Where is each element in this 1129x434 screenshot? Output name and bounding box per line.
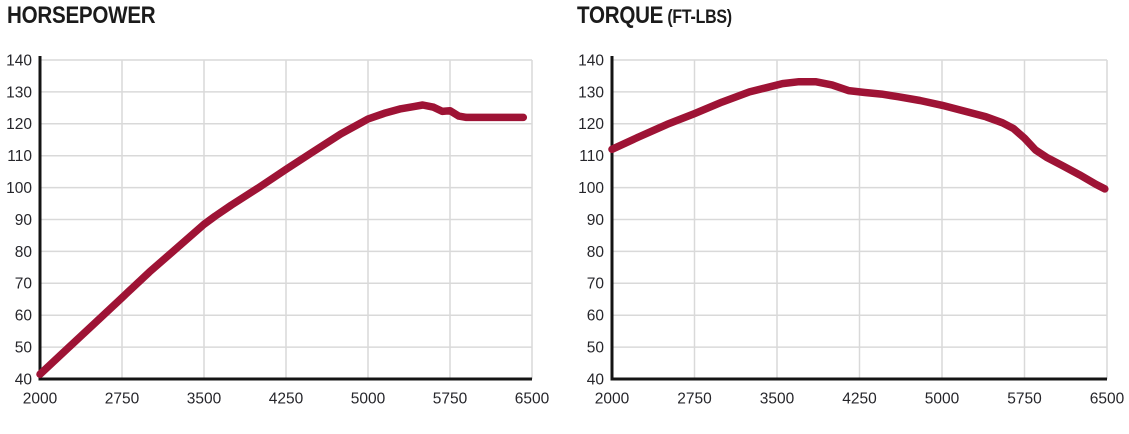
x-tick-label: 3500 — [760, 390, 795, 407]
x-tick-label: 2750 — [677, 390, 712, 407]
y-tick-label: 50 — [587, 340, 605, 357]
x-tick-label: 5750 — [433, 390, 468, 407]
y-tick-label: 120 — [578, 116, 604, 133]
y-tick-label: 40 — [15, 371, 33, 388]
y-tick-label: 90 — [15, 212, 33, 229]
horsepower-chart-title: HORSEPOWER — [7, 2, 160, 32]
y-tick-label: 120 — [6, 116, 32, 133]
x-tick-label: 3500 — [187, 390, 222, 407]
horsepower-plot-area: 40 50 60 70 80 90 100 110 120 130 140 2000 2750 3500 4… — [6, 52, 550, 407]
x-tick-label: 6500 — [515, 390, 550, 407]
y-tick-label: 100 — [578, 180, 604, 197]
y-tick-label: 130 — [578, 84, 604, 101]
x-tick-label: 2000 — [595, 390, 630, 407]
y-tick-label: 40 — [587, 371, 605, 388]
torque-chart-title: TORQUE (FT-LBS) — [577, 2, 732, 32]
x-tick-label: 4250 — [269, 390, 304, 407]
horsepower-chart: HORSEPOWER 40 50 60 70 80 90 100 110 120 130 140 20… — [0, 0, 562, 434]
x-tick-label: 5750 — [1007, 390, 1042, 407]
y-tick-label: 140 — [6, 52, 32, 69]
y-tick-label: 100 — [6, 180, 32, 197]
x-tick-label: 4250 — [842, 390, 877, 407]
y-tick-label: 50 — [15, 340, 33, 357]
torque-plot-area: 40 50 60 70 80 90 100 110 120 130 140 2000 2750 3500 4… — [578, 52, 1125, 407]
y-tick-label: 70 — [587, 276, 605, 293]
y-tick-label: 110 — [579, 148, 604, 165]
x-tick-label: 2750 — [105, 390, 140, 407]
y-tick-label: 90 — [587, 212, 605, 229]
x-tick-label: 6500 — [1090, 390, 1125, 407]
chart-unit-text: (FT-LBS) — [667, 7, 732, 28]
torque-chart: TORQUE (FT-LBS) 40 50 60 70 80 90 100 110 120 130 1… — [570, 0, 1129, 434]
torque-curve — [608, 77, 1109, 193]
chart-title-text: TORQUE — [577, 2, 664, 29]
chart-title-text: HORSEPOWER — [7, 2, 156, 29]
horsepower-curve — [36, 101, 528, 378]
y-tick-label: 70 — [15, 276, 33, 293]
x-tick-label: 5000 — [925, 390, 960, 407]
y-tick-label: 140 — [578, 52, 604, 69]
x-tick-label: 2000 — [23, 390, 58, 407]
y-tick-label: 110 — [7, 148, 32, 165]
y-tick-label: 60 — [15, 308, 33, 325]
y-tick-label: 130 — [6, 84, 32, 101]
y-tick-label: 60 — [587, 308, 605, 325]
y-tick-label: 80 — [15, 244, 33, 261]
x-tick-label: 5000 — [351, 390, 386, 407]
y-tick-label: 80 — [587, 244, 605, 261]
